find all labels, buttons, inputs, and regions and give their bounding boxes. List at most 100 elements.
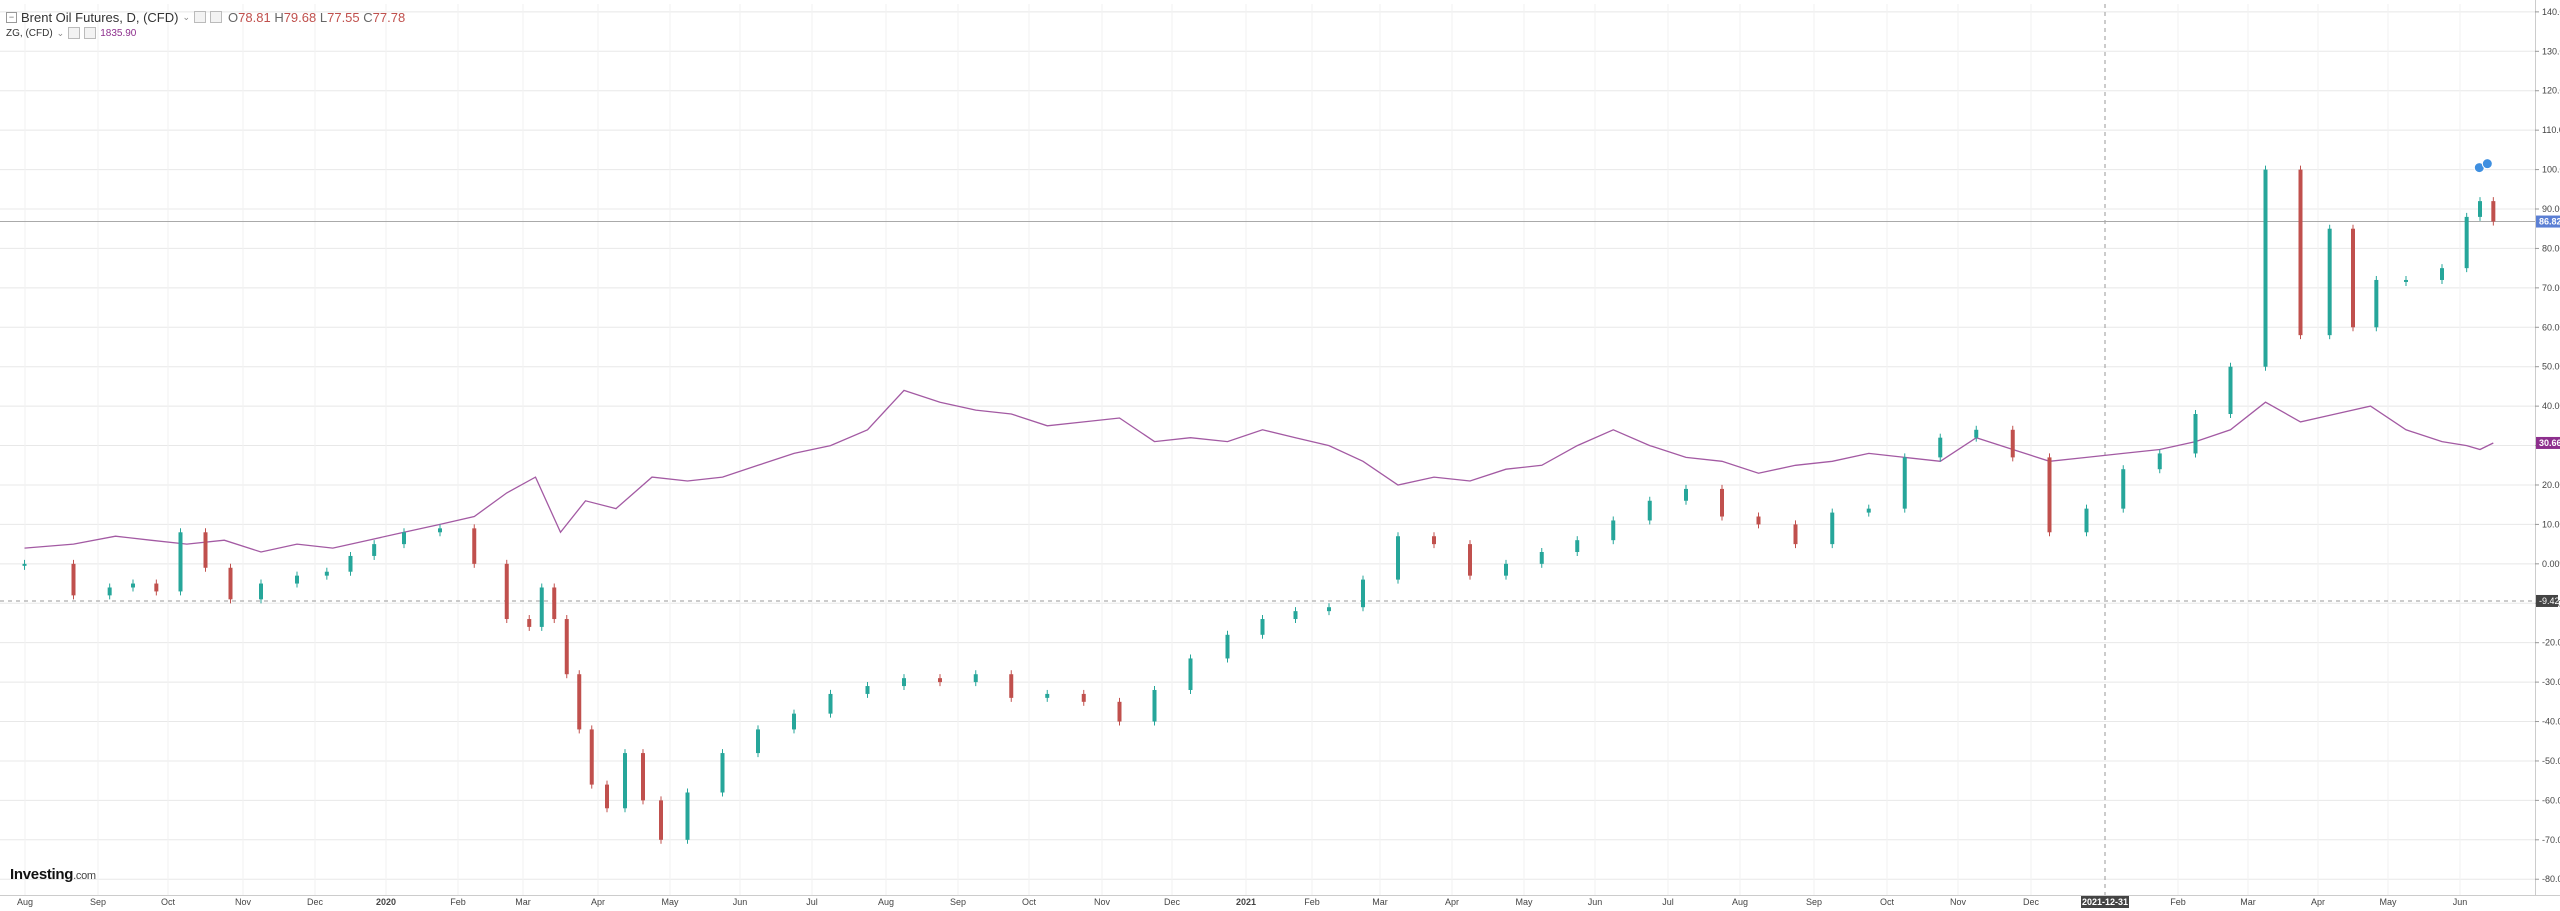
logo-suffix: .com <box>73 870 96 882</box>
candle-body <box>1327 607 1331 612</box>
candle-body <box>1830 512 1835 545</box>
candle-body <box>1684 488 1688 501</box>
logo-text: Investing <box>10 866 74 883</box>
x-tick-label: Sep <box>90 897 106 907</box>
candle-body <box>1611 520 1616 541</box>
y-tick-label: 10.00% <box>2542 519 2560 529</box>
last-value-label: 30.66% <box>2539 438 2560 448</box>
y-tick-label: 130.00% <box>2542 46 2560 56</box>
candle-body <box>324 571 329 576</box>
y-tick-label: 60.00% <box>2542 322 2560 332</box>
open-label: O <box>228 9 239 25</box>
x-tick-label: May <box>2379 897 2397 907</box>
y-tick-label: 40.00% <box>2542 401 2560 411</box>
y-tick-label: 20.00% <box>2542 480 2560 490</box>
candle-body <box>2351 228 2355 328</box>
x-axis-line <box>0 895 2560 896</box>
candle-body <box>1539 552 1544 564</box>
compare-value: 1835.90 <box>100 27 137 39</box>
y-tick-label: -20.00% <box>2542 638 2560 648</box>
candle-body <box>2047 457 2052 533</box>
candle-body <box>71 563 76 596</box>
x-tick-label: Apr <box>591 897 605 907</box>
candle-body <box>22 563 27 566</box>
candle-body <box>472 528 477 564</box>
candle-body <box>973 674 978 683</box>
hide-button[interactable] <box>84 27 97 39</box>
minus-square-icon[interactable]: − <box>6 11 17 23</box>
candle-body <box>1188 658 1193 690</box>
settings-button[interactable] <box>68 27 81 39</box>
candle-body <box>2157 453 2162 470</box>
candle-body <box>577 674 582 730</box>
y-tick-label: 0.00% <box>2542 559 2560 569</box>
chevron-down-icon[interactable]: ⌄ <box>182 11 191 22</box>
x-tick-label: May <box>1515 897 1533 907</box>
settings-button[interactable] <box>194 11 207 23</box>
candle-body <box>2228 366 2233 415</box>
close-label: C <box>363 9 373 25</box>
candle-body <box>372 544 377 556</box>
x-tick-label: Dec <box>2023 897 2040 907</box>
compare-series-legend: ZG, (CFD) ⌄ 1835.90 <box>6 26 405 40</box>
x-tick-label: Nov <box>1950 897 1967 907</box>
candle-body <box>527 619 532 627</box>
candle-body <box>2263 169 2268 367</box>
candle-body <box>1081 693 1086 702</box>
x-tick-label: Apr <box>1445 897 1459 907</box>
candle-body <box>1117 701 1122 722</box>
candle-body <box>1575 540 1580 553</box>
candle-body <box>2010 429 2015 458</box>
candle-body <box>203 532 208 568</box>
candle-body <box>2404 279 2408 282</box>
candle-body <box>828 693 833 714</box>
candle-body <box>2121 469 2126 509</box>
x-tick-label: Jul <box>1662 897 1674 907</box>
y-tick-label: -60.00% <box>2542 795 2560 805</box>
candle-body <box>685 792 690 840</box>
low-label: L <box>319 9 328 25</box>
chevron-down-icon[interactable]: ⌄ <box>56 27 65 38</box>
x-tick-label: May <box>661 897 679 907</box>
x-tick-label: Oct <box>1880 897 1895 907</box>
x-tick-label: Aug <box>17 897 33 907</box>
x-tick-label: Apr <box>2311 897 2325 907</box>
candle-body <box>1974 429 1979 438</box>
x-tick-label: Oct <box>161 897 176 907</box>
crosshair-y-tag <box>2536 594 2558 607</box>
chart-legend: − Brent Oil Futures, D, (CFD) ⌄ O78.81 H… <box>6 8 405 40</box>
zg-series-line <box>24 389 2494 553</box>
y-tick-label: -50.00% <box>2542 756 2560 766</box>
candle-body <box>589 729 594 785</box>
x-tick-label: Sep <box>950 897 966 907</box>
close-value: 77.78 <box>372 9 406 25</box>
open-value: 78.81 <box>238 9 271 25</box>
candle-body <box>1504 563 1508 576</box>
high-value: 79.68 <box>283 9 317 25</box>
candle-body <box>605 784 609 809</box>
candle-body <box>2491 201 2496 222</box>
candle-body <box>1260 619 1265 635</box>
candle-body <box>2193 414 2198 454</box>
candle-body <box>938 678 942 683</box>
flag-circle-icon <box>2481 158 2493 170</box>
y-tick-label: 110.00% <box>2542 125 2560 135</box>
candle-body <box>659 800 663 840</box>
y-tick-label: -70.00% <box>2542 835 2560 845</box>
candle-body <box>2464 216 2469 269</box>
x-tick-label: Mar <box>515 897 531 907</box>
x-tick-label: Nov <box>1094 897 1111 907</box>
candle-body <box>623 753 627 809</box>
candle-body <box>295 575 299 584</box>
candle-body <box>865 686 870 694</box>
candle-body <box>1866 508 1871 513</box>
candle-body <box>756 729 760 754</box>
candle-body <box>107 587 112 596</box>
candle-body <box>178 532 183 592</box>
candle-body <box>2084 508 2089 533</box>
x-tick-label: Dec <box>307 897 324 907</box>
crosshair-y-label: -9.42 <box>2539 596 2560 606</box>
x-tick-label: Oct <box>1022 897 1037 907</box>
hide-button[interactable] <box>210 11 223 23</box>
